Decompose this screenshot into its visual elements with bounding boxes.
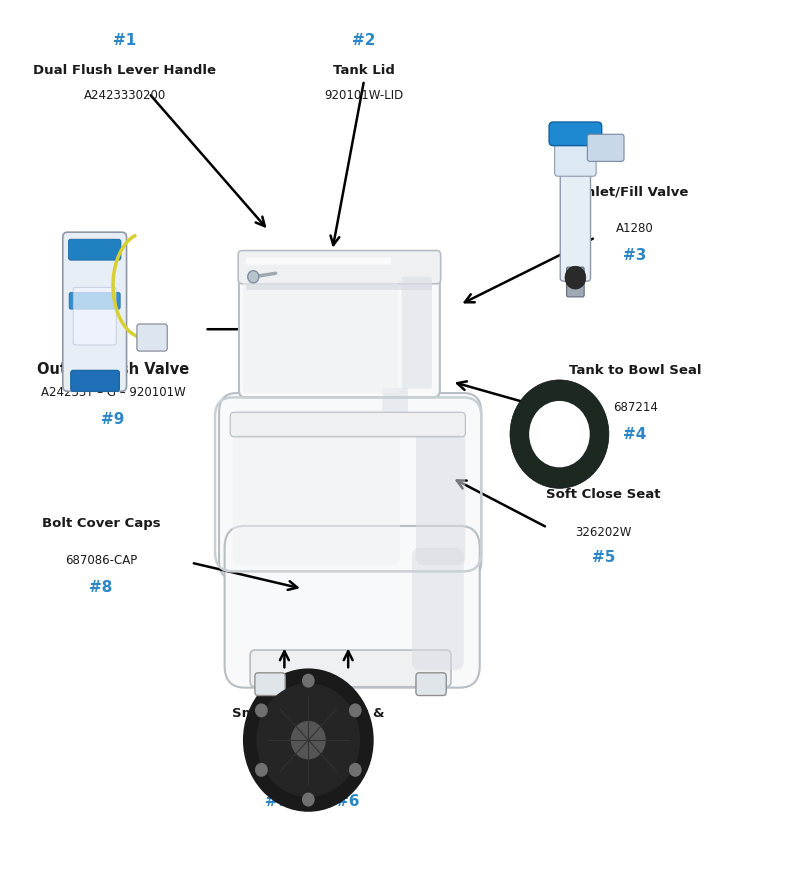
Text: 415245 & 687087: 415245 & 687087 [255, 768, 362, 781]
FancyBboxPatch shape [238, 251, 441, 284]
Circle shape [255, 763, 268, 777]
Text: #2: #2 [352, 32, 376, 47]
Text: 687214: 687214 [613, 401, 658, 414]
Text: Soft Close Seat: Soft Close Seat [546, 488, 661, 502]
Text: Inlet/Fill Valve: Inlet/Fill Valve [582, 185, 689, 198]
Text: A2423330200: A2423330200 [84, 89, 166, 102]
FancyBboxPatch shape [243, 273, 398, 393]
Text: #5: #5 [592, 551, 615, 566]
Text: Bowl Fixing Kit: Bowl Fixing Kit [252, 745, 365, 758]
Circle shape [257, 683, 360, 797]
Text: Smart Connect Kit &: Smart Connect Kit & [232, 707, 385, 720]
Text: Dual Flush Lever Handle: Dual Flush Lever Handle [34, 64, 217, 77]
Text: #3: #3 [623, 248, 647, 263]
Text: #6: #6 [337, 795, 360, 809]
Text: #7: #7 [265, 795, 288, 809]
Circle shape [349, 703, 362, 717]
Circle shape [302, 674, 314, 688]
FancyBboxPatch shape [266, 382, 414, 417]
FancyBboxPatch shape [587, 134, 624, 161]
Text: 326202W: 326202W [575, 526, 631, 539]
FancyBboxPatch shape [70, 370, 119, 391]
FancyBboxPatch shape [225, 526, 480, 688]
Circle shape [529, 401, 590, 467]
Text: Outlet/Flush Valve: Outlet/Flush Valve [37, 361, 189, 376]
Text: 920101W-LID: 920101W-LID [325, 89, 404, 102]
FancyBboxPatch shape [554, 134, 596, 176]
Text: A1280: A1280 [616, 222, 654, 235]
Text: 687086-CAP: 687086-CAP [65, 554, 137, 567]
Circle shape [290, 721, 326, 759]
Circle shape [349, 763, 362, 777]
Circle shape [565, 267, 586, 289]
FancyBboxPatch shape [382, 388, 408, 414]
FancyBboxPatch shape [549, 122, 602, 146]
FancyBboxPatch shape [233, 410, 400, 566]
Circle shape [302, 793, 314, 807]
FancyBboxPatch shape [230, 412, 466, 437]
FancyBboxPatch shape [246, 283, 431, 289]
Text: #1: #1 [114, 32, 137, 47]
FancyBboxPatch shape [137, 324, 167, 351]
FancyBboxPatch shape [402, 277, 432, 389]
Circle shape [510, 380, 609, 488]
FancyBboxPatch shape [566, 267, 584, 297]
FancyBboxPatch shape [416, 673, 446, 695]
FancyBboxPatch shape [62, 232, 126, 391]
FancyBboxPatch shape [250, 650, 451, 687]
FancyBboxPatch shape [412, 548, 464, 670]
Text: #4: #4 [623, 427, 647, 442]
Circle shape [243, 668, 374, 812]
Text: A24233T – G – 920101W: A24233T – G – 920101W [41, 386, 186, 399]
FancyBboxPatch shape [69, 293, 120, 309]
FancyBboxPatch shape [239, 268, 440, 397]
Circle shape [255, 703, 268, 717]
Text: Tank to Bowl Seal: Tank to Bowl Seal [569, 364, 702, 377]
FancyBboxPatch shape [68, 239, 121, 260]
FancyBboxPatch shape [246, 258, 391, 265]
Text: #9: #9 [102, 412, 125, 427]
FancyBboxPatch shape [416, 412, 466, 566]
Circle shape [248, 271, 259, 283]
FancyBboxPatch shape [255, 673, 285, 695]
Text: Tank Lid: Tank Lid [333, 64, 395, 77]
Text: Bolt Cover Caps: Bolt Cover Caps [42, 517, 160, 531]
FancyBboxPatch shape [219, 393, 482, 580]
Text: #8: #8 [90, 580, 113, 595]
FancyBboxPatch shape [560, 138, 590, 282]
FancyBboxPatch shape [73, 288, 116, 345]
